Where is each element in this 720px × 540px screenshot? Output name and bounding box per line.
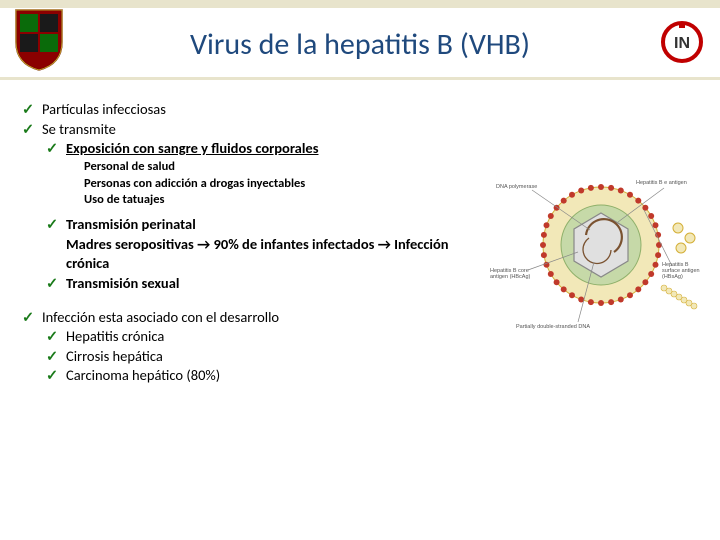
- university-shield-logo: [12, 6, 66, 72]
- bullet-text: Hepatitis crónica: [66, 327, 164, 347]
- page-title: Virus de la hepatitis B (VHB): [0, 8, 720, 63]
- check-icon: ✓: [46, 327, 60, 347]
- check-icon: ✓: [46, 366, 60, 386]
- diagram-label: Partially double-stranded DNA: [516, 324, 590, 330]
- bullet-text: Carcinoma hepático (80%): [66, 366, 220, 386]
- bullet-text: Transmisión sexual: [66, 274, 179, 294]
- bullet-text: Personas con adicción a drogas inyectabl…: [84, 176, 305, 193]
- check-icon: ✓: [22, 120, 36, 140]
- check-icon: ✓: [22, 100, 36, 120]
- bullet-text: Personal de salud: [84, 159, 175, 176]
- svg-text:Hepatitis B coreantigen (HBcAg: Hepatitis B coreantigen (HBcAg): [490, 268, 531, 280]
- bullet-text: Uso de tatuajes: [84, 192, 164, 209]
- bullet-text: Cirrosis hepática: [66, 347, 163, 367]
- check-icon: ✓: [46, 347, 60, 367]
- check-icon: ✓: [46, 139, 60, 159]
- check-icon: ✓: [46, 274, 60, 294]
- accent-bar: [0, 0, 720, 8]
- svg-text:IN: IN: [674, 35, 690, 52]
- bullet-text: Exposición con sangre y fluidos corporal…: [66, 139, 318, 159]
- bullet-content: ✓Partículas infecciosas ✓Se transmite ✓E…: [22, 100, 462, 386]
- bullet-text: Infección esta asociado con el desarroll…: [42, 308, 279, 328]
- bullet-text: Partículas infecciosas: [42, 100, 166, 120]
- header: Virus de la hepatitis B (VHB) IN: [0, 8, 720, 80]
- check-icon: ✓: [46, 215, 60, 235]
- bullet-text: Se transmite: [42, 120, 116, 140]
- bullet-text: Transmisión perinatal: [66, 215, 196, 235]
- bullet-text: Madres seropositivas → 90% de infantes i…: [66, 235, 462, 274]
- diagram-label: DNA polymerase: [496, 184, 537, 190]
- circle-in-logo-icon: IN: [660, 20, 704, 64]
- diagram-label: Hepatitis B e antigen: [636, 180, 687, 186]
- check-icon: ✓: [22, 308, 36, 328]
- svg-text:Hepatitis Bsurface antigen(HBs: Hepatitis Bsurface antigen(HBsAg): [662, 262, 700, 280]
- hbv-structure-diagram: DNA polymerase Hepatitis B e antigen Hep…: [486, 150, 706, 350]
